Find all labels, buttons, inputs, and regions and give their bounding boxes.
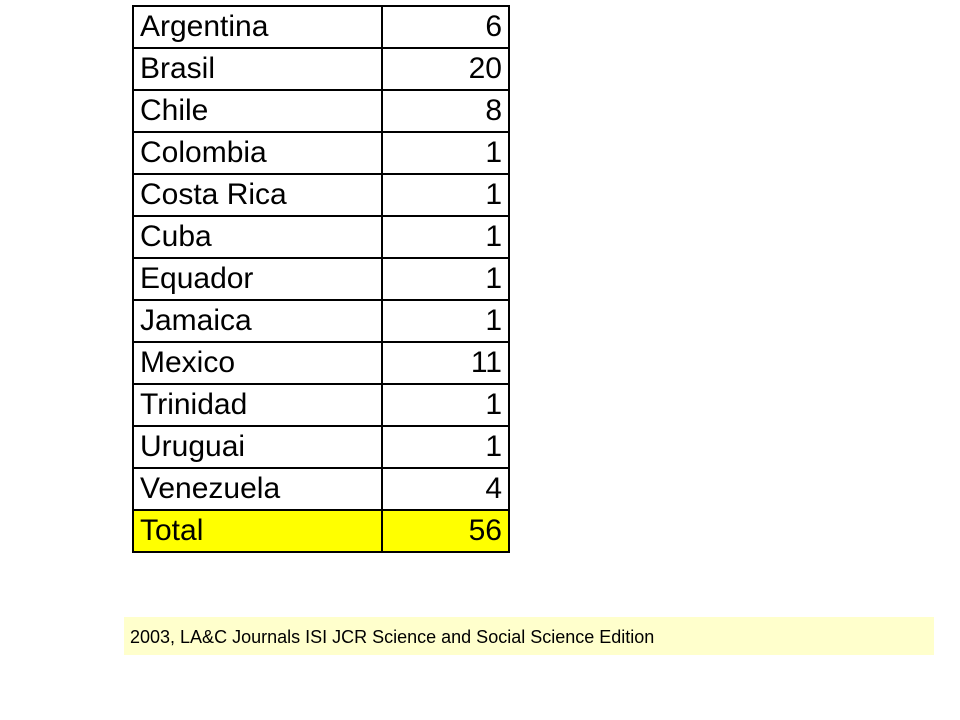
country-cell: Colombia — [132, 131, 383, 175]
table-body: Argentina 6 Brasil 20 Chile 8 Colombia 1 Costa R… — [132, 5, 510, 553]
count-cell: 1 — [381, 383, 510, 427]
table-row: Equador 1 — [132, 257, 510, 301]
table-row: Cuba 1 — [132, 215, 510, 259]
count-cell: 56 — [381, 509, 510, 553]
table-row: Mexico 11 — [132, 341, 510, 385]
country-cell: Trinidad — [132, 383, 383, 427]
country-table: Argentina 6 Brasil 20 Chile 8 Colombia 1 Costa R… — [132, 5, 510, 553]
table-row: Venezuela 4 — [132, 467, 510, 511]
country-cell: Venezuela — [132, 467, 383, 511]
count-cell: 11 — [381, 341, 510, 385]
count-cell: 4 — [381, 467, 510, 511]
table-row: Chile 8 — [132, 89, 510, 133]
caption: 2003, LA&C Journals ISI JCR Science and … — [124, 617, 934, 655]
count-cell: 1 — [381, 257, 510, 301]
count-cell: 1 — [381, 173, 510, 217]
table-row: Jamaica 1 — [132, 299, 510, 343]
country-cell: Uruguai — [132, 425, 383, 469]
table-row: Costa Rica 1 — [132, 173, 510, 217]
country-cell: Equador — [132, 257, 383, 301]
count-cell: 1 — [381, 299, 510, 343]
count-cell: 8 — [381, 89, 510, 133]
table-row: Colombia 1 — [132, 131, 510, 175]
table-row: Uruguai 1 — [132, 425, 510, 469]
count-cell: 6 — [381, 5, 510, 49]
count-cell: 20 — [381, 47, 510, 91]
table-row: Brasil 20 — [132, 47, 510, 91]
count-cell: 1 — [381, 131, 510, 175]
country-cell: Costa Rica — [132, 173, 383, 217]
country-cell: Mexico — [132, 341, 383, 385]
country-cell: Brasil — [132, 47, 383, 91]
count-cell: 1 — [381, 425, 510, 469]
country-cell: Cuba — [132, 215, 383, 259]
country-cell: Total — [132, 509, 383, 553]
table-row: Trinidad 1 — [132, 383, 510, 427]
country-cell: Chile — [132, 89, 383, 133]
count-cell: 1 — [381, 215, 510, 259]
table-row: Argentina 6 — [132, 5, 510, 49]
table-row: Total 56 — [132, 509, 510, 553]
country-cell: Jamaica — [132, 299, 383, 343]
country-cell: Argentina — [132, 5, 383, 49]
